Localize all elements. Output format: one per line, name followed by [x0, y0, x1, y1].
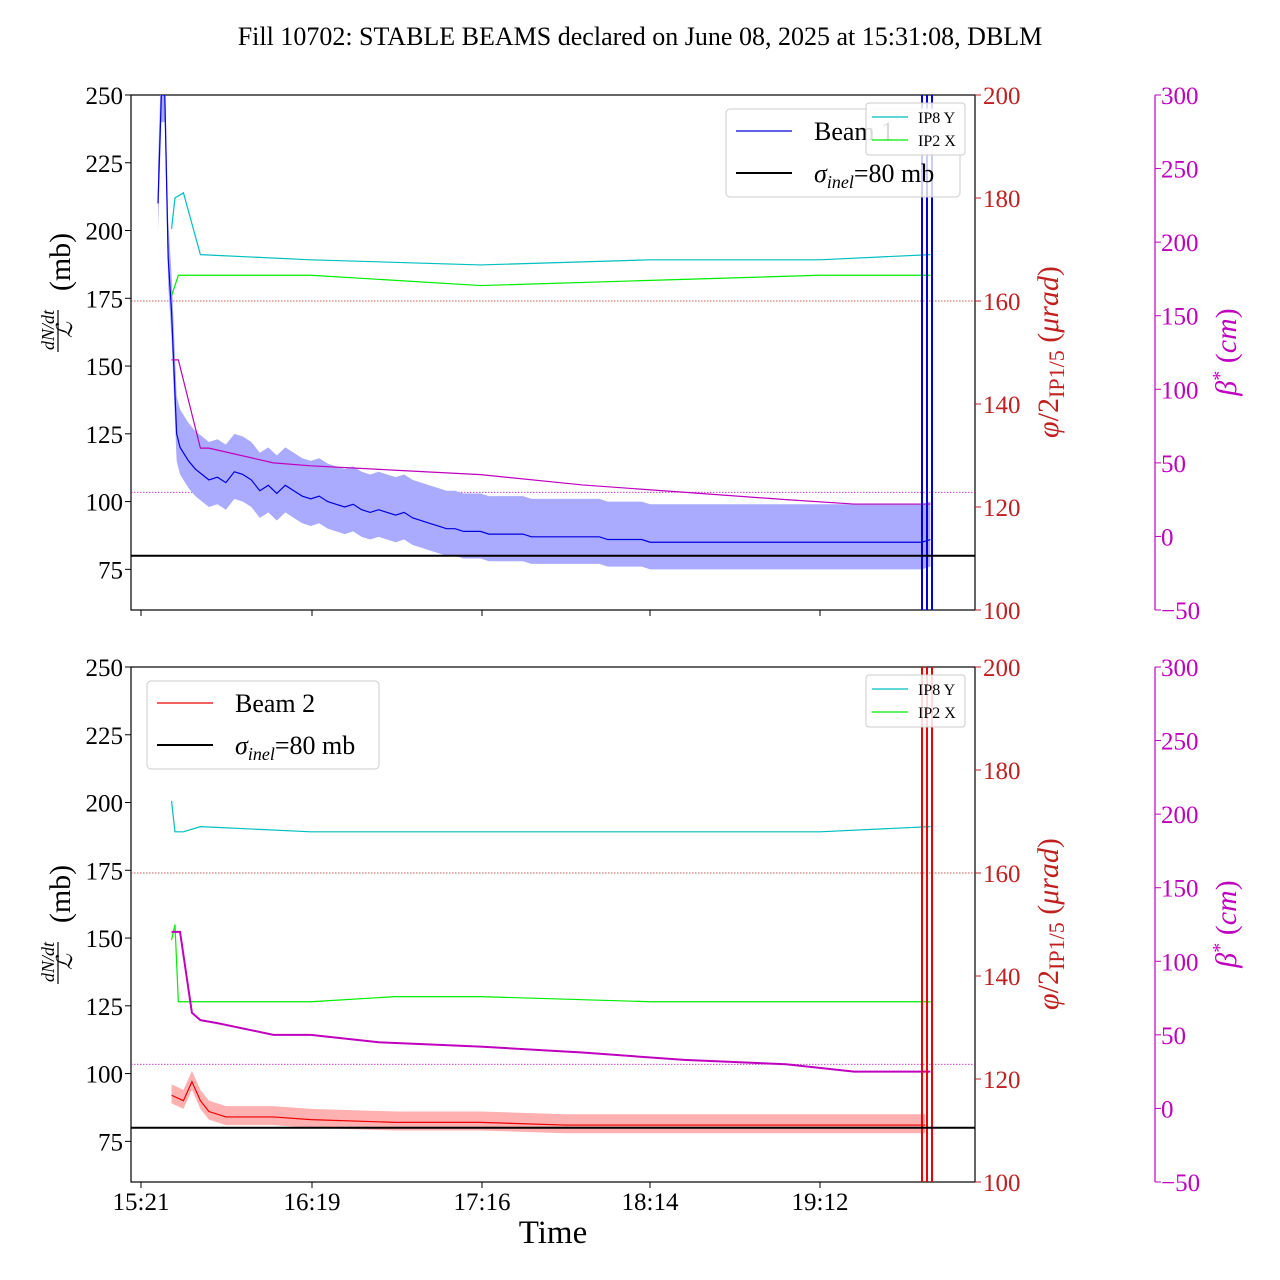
legend-label: σinel=80 mb	[814, 159, 934, 192]
bottom-beta-label: β* (cm)	[1209, 880, 1243, 968]
beta-tick-label: 150	[1161, 304, 1199, 331]
y-tick-label: 250	[86, 655, 124, 682]
top-far-right-axis-label: β* (cm)	[1209, 308, 1243, 396]
phi-tick-label: 180	[983, 758, 1021, 785]
y-tick-label: 200	[86, 791, 124, 818]
phi-tick-label: 100	[983, 598, 1021, 625]
bottom-right-axis-label: φ/2IP1/5 (μrad)	[1032, 838, 1069, 1010]
bottom-panel: dN/dt ℒ (mb) φ/2IP1/5 (μrad) β* (cm) 75 1…	[38, 655, 1243, 1216]
x-tick-label: 16:19	[284, 1189, 341, 1216]
beta-tick-label: 0	[1161, 1096, 1174, 1123]
beam2-line	[171, 1080, 926, 1126]
phi-tick-label: 140	[983, 392, 1021, 419]
small-legend-label: IP2 X	[918, 705, 956, 722]
plot-area	[131, 667, 975, 1182]
y-tick-label: 225	[86, 723, 124, 750]
small-legend-label: IP2 X	[918, 133, 956, 150]
y-tick-label: 100	[86, 1062, 124, 1089]
legend-label: σinel=80 mb	[235, 731, 355, 764]
small-legend-box	[865, 102, 966, 156]
y-tick-label: 150	[86, 354, 124, 381]
small-legend: IP8 Y IP2 X	[865, 102, 966, 156]
beta-tick-label: −50	[1161, 598, 1200, 625]
phi-tick-label: 200	[983, 83, 1021, 110]
y-tick-label: 200	[86, 219, 124, 246]
phi-tick-label: 160	[983, 289, 1021, 316]
beam1-band	[157, 95, 931, 570]
x-axis-label: Time	[519, 1215, 587, 1251]
beam2-band	[171, 1070, 926, 1134]
top-phi-label: φ/2IP1/5 (μrad)	[1032, 266, 1069, 438]
ip2-x-line	[170, 924, 931, 1003]
y-tick-label: 100	[86, 490, 124, 517]
y-tick-label: 75	[98, 1129, 123, 1156]
bottom-y-axis-label: dN/dt ℒ (mb)	[38, 865, 77, 984]
y-tick-label: 75	[98, 557, 123, 584]
top-ylabel-units: (mb)	[44, 233, 77, 291]
ip8-y-line	[170, 191, 931, 266]
beam1-line	[157, 95, 931, 543]
y-tick-label: 175	[86, 858, 124, 885]
top-right-axis-label: φ/2IP1/5 (μrad)	[1032, 266, 1069, 438]
beta-tick-label: 50	[1161, 1023, 1186, 1050]
beta-tick-label: 200	[1161, 230, 1199, 257]
beta-tick-label: 250	[1161, 729, 1199, 756]
bottom-far-right-axis-label: β* (cm)	[1209, 880, 1243, 968]
legend-label: Beam 2	[235, 689, 315, 718]
beta-tick-label: −50	[1161, 1170, 1200, 1197]
top-y-axis-label: dN/dt ℒ (mb)	[38, 233, 77, 352]
top-panel: dN/dt ℒ (mb) φ/2IP1/5 (μrad) β* (cm) 75 1…	[38, 83, 1243, 625]
top-ylabel-numerator: dN/dt	[38, 309, 58, 350]
beta-tick-label: 50	[1161, 451, 1186, 478]
small-legend: IP8 Y IP2 X	[865, 674, 966, 728]
beta-tick-label: 100	[1161, 377, 1199, 404]
top-ylabel-denominator: ℒ	[52, 321, 77, 338]
beta-tick-label: 200	[1161, 802, 1199, 829]
phi-tick-label: 120	[983, 1067, 1021, 1094]
phi-tick-label: 180	[983, 186, 1021, 213]
ip8-y-line	[170, 800, 931, 833]
top-beta-label: β* (cm)	[1209, 308, 1243, 396]
y-tick-label: 125	[86, 422, 124, 449]
bottom-ylabel-units: (mb)	[44, 865, 77, 923]
phi-tick-label: 200	[983, 655, 1021, 682]
y-tick-label: 125	[86, 994, 124, 1021]
small-legend-box	[865, 674, 966, 728]
bottom-ylabel-numerator: dN/dt	[38, 941, 58, 982]
beta-tick-label: 300	[1161, 655, 1199, 682]
beta-tick-label: 150	[1161, 876, 1199, 903]
main-legend: Beam 2 σinel=80 mb	[146, 680, 380, 770]
small-legend-label: IP8 Y	[918, 682, 956, 699]
beta-tick-label: 100	[1161, 949, 1199, 976]
ip2-x-line	[170, 274, 931, 297]
y-tick-label: 225	[86, 151, 124, 178]
bottom-phi-label: φ/2IP1/5 (μrad)	[1032, 838, 1069, 1010]
x-tick-label: 18:14	[622, 1189, 679, 1216]
beta-tick-label: 0	[1161, 524, 1174, 551]
phi-tick-label: 140	[983, 964, 1021, 991]
x-tick-label: 15:21	[113, 1189, 170, 1216]
phi-tick-label: 120	[983, 495, 1021, 522]
beta-tick-label: 250	[1161, 157, 1199, 184]
beta-tick-label: 300	[1161, 83, 1199, 110]
y-tick-label: 175	[86, 286, 124, 313]
phi-tick-label: 160	[983, 861, 1021, 888]
bottom-ylabel-denominator: ℒ	[52, 953, 77, 970]
small-legend-label: IP8 Y	[918, 110, 956, 127]
beta-star-line	[171, 359, 931, 505]
y-tick-label: 150	[86, 926, 124, 953]
top-plot-frame	[130, 94, 976, 611]
bottom-plot-frame	[130, 666, 976, 1183]
x-tick-label: 19:12	[792, 1189, 849, 1216]
beta-star-line	[171, 930, 931, 1073]
phi-tick-label: 100	[983, 1170, 1021, 1197]
figure-title: Fill 10702: STABLE BEAMS declared on Jun…	[238, 22, 1043, 51]
y-tick-label: 250	[86, 83, 124, 110]
x-tick-label: 17:16	[454, 1189, 511, 1216]
